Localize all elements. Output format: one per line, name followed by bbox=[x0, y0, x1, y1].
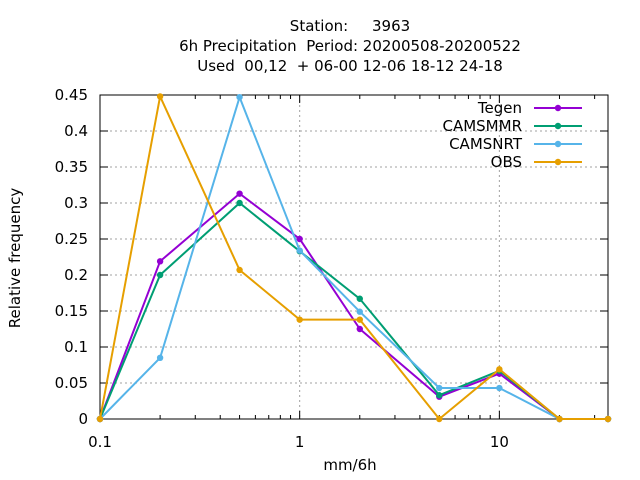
y-tick-label: 0.05 bbox=[55, 374, 88, 392]
data-point-camsnrt bbox=[156, 354, 164, 361]
data-point-camsmmr bbox=[236, 199, 243, 207]
series-layer bbox=[96, 93, 612, 423]
data-point-camsnrt bbox=[356, 308, 363, 315]
legend-marker-camsmmr bbox=[554, 122, 562, 130]
y-tick-label: 0.1 bbox=[64, 338, 88, 356]
data-point-camsnrt bbox=[296, 247, 303, 254]
data-point-obs bbox=[296, 316, 303, 323]
chart-title-line-1: Station: 3963 bbox=[289, 17, 411, 35]
legend-label-camsmmr: CAMSMMR bbox=[442, 117, 522, 135]
legend-marker-camsnrt bbox=[554, 140, 562, 148]
grid bbox=[100, 95, 608, 419]
y-axis-label: Relative frequency bbox=[6, 188, 24, 329]
legend-label-camsnrt: CAMSNRT bbox=[449, 135, 523, 153]
y-tick-label: 0.45 bbox=[55, 86, 88, 104]
y-tick-label: 0.35 bbox=[55, 158, 88, 176]
data-point-camsnrt bbox=[236, 93, 243, 101]
legend-label-obs: OBS bbox=[491, 153, 522, 171]
y-tick-label: 0.2 bbox=[64, 266, 88, 284]
x-tick-label: 10 bbox=[490, 433, 509, 451]
x-axis-label: mm/6h bbox=[323, 456, 376, 474]
data-point-tegen bbox=[156, 258, 164, 265]
series-line-obs bbox=[99, 93, 608, 421]
plot-frame bbox=[99, 94, 609, 420]
data-point-obs bbox=[436, 415, 443, 423]
data-point-camsnrt bbox=[436, 384, 443, 392]
data-point-camsmmr bbox=[356, 295, 363, 302]
legend-marker-obs bbox=[554, 158, 562, 166]
data-point-obs bbox=[96, 415, 104, 423]
chart-title-line-2: 6h Precipitation Period: 20200508-202005… bbox=[179, 37, 521, 55]
data-point-obs bbox=[356, 316, 363, 323]
y-tick-label: 0.25 bbox=[55, 230, 88, 248]
data-point-obs bbox=[236, 266, 243, 274]
data-point-obs bbox=[604, 415, 612, 423]
data-point-obs bbox=[156, 93, 164, 100]
data-point-tegen bbox=[236, 190, 243, 197]
y-tick-label: 0 bbox=[78, 410, 88, 428]
data-point-camsmmr bbox=[156, 271, 164, 279]
x-tick-label: 1 bbox=[295, 433, 305, 451]
data-point-camsnrt bbox=[496, 384, 503, 392]
chart-title-line-3: Used 00,12 + 06-00 12-06 18-12 24-18 bbox=[197, 57, 503, 75]
data-point-obs bbox=[496, 366, 503, 373]
axes: 0 0.05 0.1 0.15 0.2 0.25 0.3 0.35 0.4 0.45 0.1 1 10 bbox=[55, 86, 609, 451]
y-tick-label: 0.3 bbox=[64, 194, 88, 212]
data-point-camsmmr bbox=[436, 392, 443, 399]
series-line-camsnrt bbox=[99, 94, 608, 420]
data-point-tegen bbox=[356, 325, 363, 333]
x-tick-label: 0.1 bbox=[88, 433, 112, 451]
data-point-tegen bbox=[296, 235, 303, 243]
legend-marker-tegen bbox=[554, 104, 562, 112]
legend-label-tegen: Tegen bbox=[477, 99, 522, 117]
data-point-obs bbox=[556, 415, 563, 423]
y-tick-label: 0.4 bbox=[64, 122, 88, 140]
y-tick-label: 0.15 bbox=[55, 302, 88, 320]
